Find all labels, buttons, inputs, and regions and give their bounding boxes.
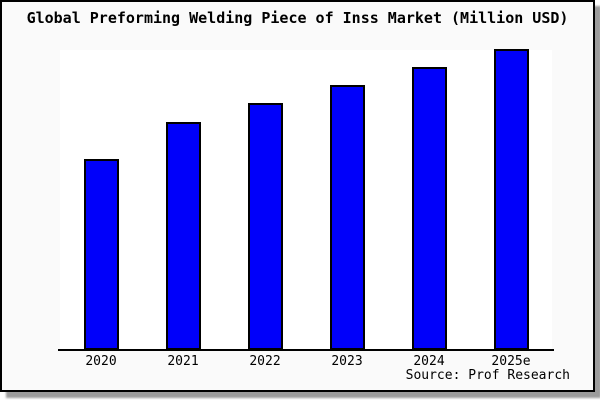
x-tick-label-2023: 2023 <box>331 354 363 369</box>
x-tick-label-2025e: 2025e <box>491 354 531 369</box>
bar-slot-2022 <box>224 50 306 350</box>
bar-slot-2024 <box>388 50 470 350</box>
x-axis-line <box>58 349 554 351</box>
bar-2023 <box>329 85 365 350</box>
bars-row <box>60 49 552 350</box>
bar-2021 <box>165 122 201 350</box>
x-tick-label-2021: 2021 <box>167 354 199 369</box>
x-axis-labels: 2020 2021 2022 2023 2024 2025e <box>60 354 552 369</box>
bar-2022 <box>247 103 283 350</box>
chart-canvas: Global Preforming Welding Piece of Inss … <box>0 0 595 392</box>
plot-area <box>60 49 552 350</box>
bar-2025e <box>493 49 529 350</box>
bar-2020 <box>83 159 119 350</box>
bar-slot-2020 <box>60 50 142 350</box>
x-tick-label-2022: 2022 <box>249 354 281 369</box>
bar-slot-2023 <box>306 50 388 350</box>
source-credit: Source: Prof Research <box>405 368 570 383</box>
bar-slot-2025e <box>470 49 552 350</box>
x-tick-label-2024: 2024 <box>413 354 445 369</box>
bar-2024 <box>411 67 447 350</box>
x-tick-label-2020: 2020 <box>85 354 117 369</box>
chart-title: Global Preforming Welding Piece of Inss … <box>26 9 569 27</box>
bar-slot-2021 <box>142 50 224 350</box>
